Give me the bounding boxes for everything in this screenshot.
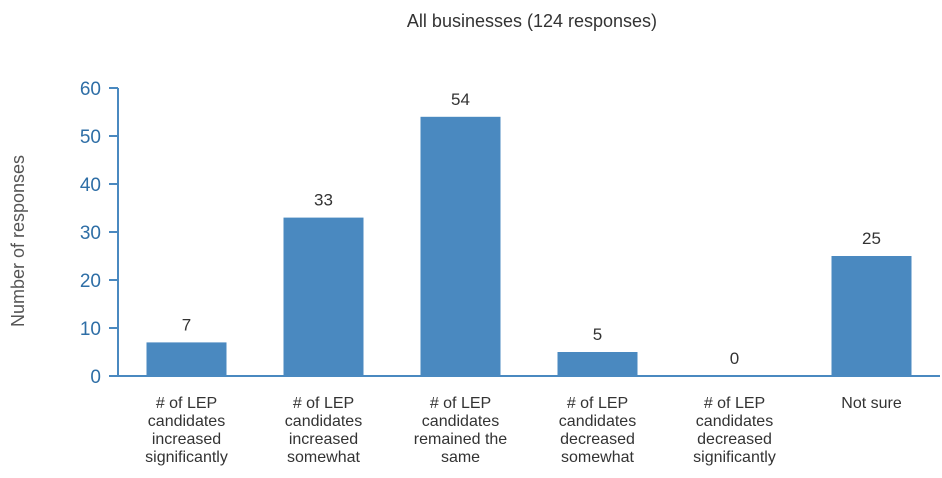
data-label: 0 bbox=[730, 349, 739, 368]
data-label: 33 bbox=[314, 191, 333, 210]
x-tick-label-line: Not sure bbox=[841, 395, 902, 412]
x-tick-label-line: increased bbox=[152, 431, 221, 448]
y-tick-label: 10 bbox=[80, 319, 101, 340]
x-tick-label-line: candidates bbox=[148, 413, 225, 430]
bars bbox=[146, 116, 912, 377]
x-tick-label-line: # of LEP bbox=[567, 395, 628, 412]
x-tick-label-line: decreased bbox=[560, 431, 635, 448]
bar bbox=[146, 342, 227, 376]
data-label: 7 bbox=[182, 315, 191, 334]
x-tick-label-line: significantly bbox=[145, 449, 228, 466]
x-tick-label-line: somewhat bbox=[287, 449, 360, 466]
x-tick-label: Not sure bbox=[841, 395, 902, 412]
y-tick-label: 40 bbox=[80, 175, 101, 196]
x-axis-tick-labels: # of LEP candidates increased significantly… bbox=[145, 395, 902, 466]
x-tick-label-line: # of LEP bbox=[293, 395, 354, 412]
x-tick-label-line: candidates bbox=[422, 413, 499, 430]
x-tick-label: # of LEP candidates decreased significantly bbox=[693, 395, 776, 466]
bar bbox=[557, 352, 638, 376]
y-axis: 0 10 20 30 40 50 60 bbox=[80, 79, 119, 388]
data-label: 54 bbox=[451, 90, 470, 109]
x-tick-label-line: candidates bbox=[696, 413, 773, 430]
x-tick-label-line: decreased bbox=[697, 431, 772, 448]
x-tick-label-line: remained the bbox=[414, 431, 507, 448]
chart-title: All businesses (124 responses) bbox=[407, 11, 657, 31]
y-axis-label: Number of responses bbox=[8, 155, 28, 327]
x-tick-label-line: candidates bbox=[285, 413, 362, 430]
x-tick-label-line: candidates bbox=[559, 413, 636, 430]
x-tick-label-line: somewhat bbox=[561, 449, 634, 466]
x-tick-label-line: increased bbox=[289, 431, 358, 448]
y-tick-label: 50 bbox=[80, 127, 101, 148]
x-tick-label-line: # of LEP bbox=[430, 395, 491, 412]
bar bbox=[283, 217, 364, 376]
bar bbox=[831, 256, 912, 376]
y-tick-label: 60 bbox=[80, 79, 101, 100]
x-tick-label: # of LEP candidates remained the same bbox=[414, 395, 507, 466]
x-tick-label-line: same bbox=[441, 449, 480, 466]
x-tick-label: # of LEP candidates increased significantly bbox=[145, 395, 228, 466]
y-tick-label: 30 bbox=[80, 223, 101, 244]
data-label: 5 bbox=[593, 325, 602, 344]
x-tick-label-line: # of LEP bbox=[704, 395, 765, 412]
x-tick-label: # of LEP candidates decreased somewhat bbox=[559, 395, 636, 466]
x-tick-label: # of LEP candidates increased somewhat bbox=[285, 395, 362, 466]
x-tick-label-line: # of LEP bbox=[156, 395, 217, 412]
data-label: 25 bbox=[862, 229, 881, 248]
y-tick-label: 0 bbox=[90, 367, 101, 388]
y-tick-label: 20 bbox=[80, 271, 101, 292]
x-tick-label-line: significantly bbox=[693, 449, 776, 466]
data-labels: 7 33 54 5 0 25 bbox=[182, 90, 881, 368]
bar bbox=[420, 116, 501, 377]
